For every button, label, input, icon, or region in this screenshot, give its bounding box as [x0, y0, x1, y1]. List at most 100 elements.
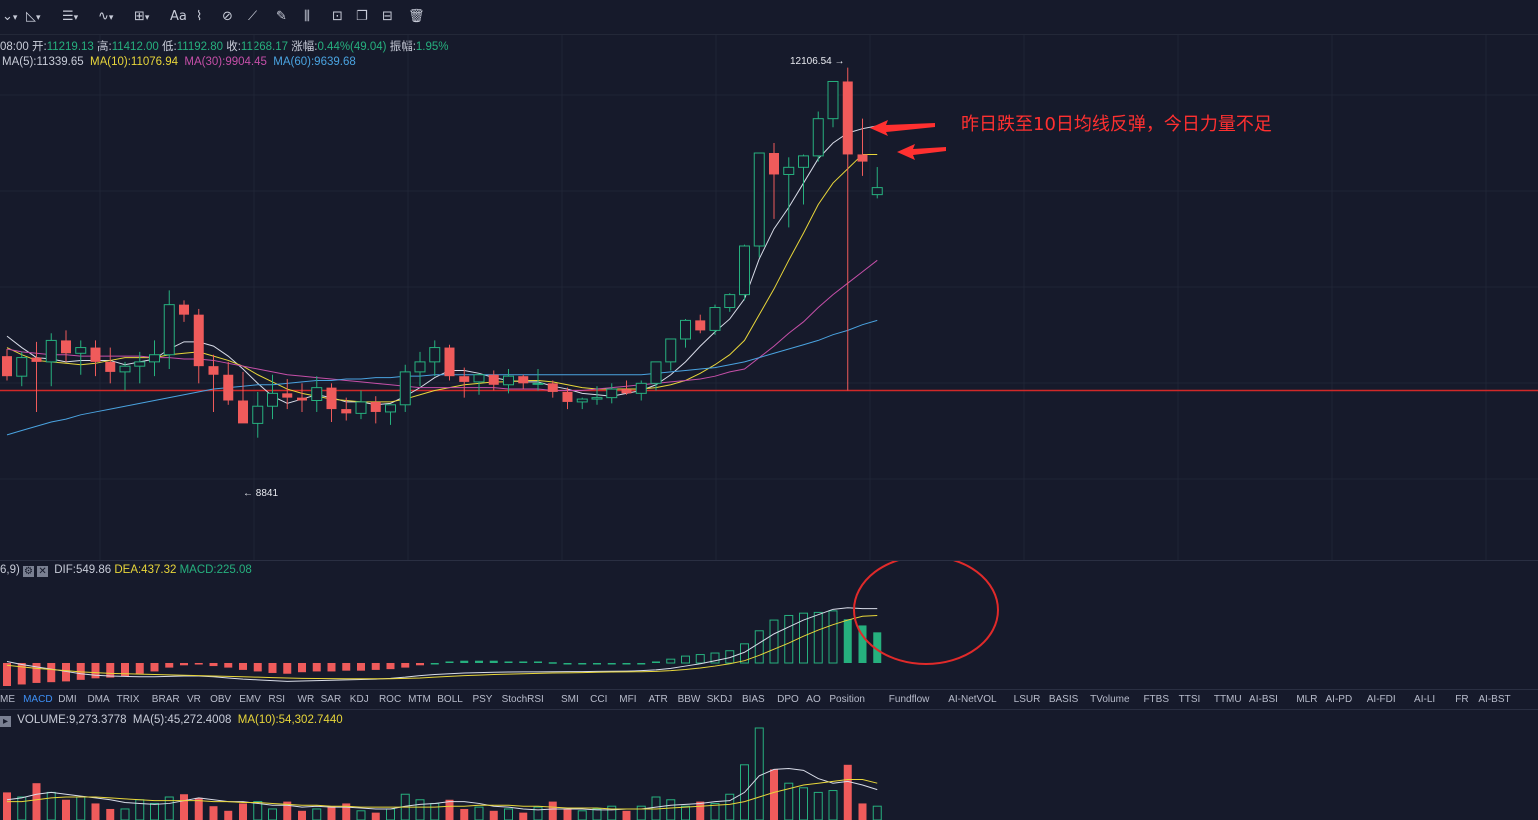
candle-body[interactable]: [311, 387, 323, 401]
candle-body[interactable]: [370, 401, 381, 412]
candle-body[interactable]: [650, 361, 662, 384]
tab-dma[interactable]: DMA: [87, 694, 110, 705]
candle-body[interactable]: [769, 153, 779, 175]
candle-body[interactable]: [119, 365, 131, 373]
candle-body[interactable]: [61, 340, 71, 354]
candle-body[interactable]: [547, 383, 558, 392]
candle-body[interactable]: [842, 81, 853, 155]
tab-me[interactable]: ME: [0, 694, 15, 705]
screenshot-icon[interactable]: ⊟: [382, 9, 393, 24]
tab-mfi[interactable]: MFI: [619, 694, 637, 705]
candle-body[interactable]: [621, 389, 632, 394]
trash-icon[interactable]: 🗑︎: [408, 9, 425, 24]
candle-body[interactable]: [680, 319, 691, 340]
tab-smi[interactable]: SMI: [561, 694, 579, 705]
settings-icon[interactable]: ⚙: [23, 566, 35, 577]
candle-body[interactable]: [134, 361, 146, 367]
candle-body[interactable]: [709, 307, 721, 331]
tab-ai-fdi[interactable]: AI-FDI: [1366, 694, 1396, 705]
close-icon[interactable]: ✕: [37, 566, 49, 577]
candle-body[interactable]: [444, 347, 455, 377]
measure-icon[interactable]: ⊞▾: [134, 9, 150, 24]
tab-mtm[interactable]: MTM: [408, 694, 431, 705]
candle-body[interactable]: [488, 374, 499, 385]
candle-body[interactable]: [385, 404, 396, 413]
tab-ai-bsi[interactable]: AI-BSI: [1249, 694, 1278, 705]
tab-obv[interactable]: OBV: [210, 694, 232, 705]
candle-body[interactable]: [635, 382, 647, 394]
candle-body[interactable]: [2, 356, 12, 377]
tab-stochrsi[interactable]: StochRSI: [501, 694, 544, 705]
pencil-icon[interactable]: ✎: [276, 9, 287, 24]
tab-position[interactable]: Position: [829, 694, 865, 705]
copy-icon[interactable]: ❐: [356, 9, 368, 24]
candle-body[interactable]: [31, 357, 42, 362]
tab-dmi[interactable]: DMI: [58, 694, 77, 705]
pattern-icon[interactable]: ⌇: [196, 9, 203, 24]
tab-skdj[interactable]: SKDJ: [706, 694, 733, 705]
candle-body[interactable]: [149, 354, 160, 363]
candle-body[interactable]: [341, 409, 352, 414]
candle-body[interactable]: [326, 387, 337, 410]
candle-body[interactable]: [355, 401, 367, 414]
tab-mlr[interactable]: MLR: [1296, 694, 1318, 705]
candle-body[interactable]: [753, 152, 765, 247]
candle-body[interactable]: [193, 314, 204, 367]
pane-divider[interactable]: [0, 560, 1538, 561]
tab-emv[interactable]: EMV: [239, 694, 261, 705]
tab-sar[interactable]: SAR: [320, 694, 342, 705]
candle-body[interactable]: [179, 304, 189, 315]
tab-dpo[interactable]: DPO: [777, 694, 799, 705]
tab-ftbs[interactable]: FTBS: [1143, 694, 1169, 705]
tab-cci[interactable]: CCI: [590, 694, 608, 705]
candle-body[interactable]: [16, 357, 28, 377]
candle-body[interactable]: [857, 154, 868, 162]
tab-ttsi[interactable]: TTSI: [1178, 694, 1201, 705]
collapse-icon[interactable]: ▸: [0, 716, 11, 727]
candle-body[interactable]: [871, 187, 883, 196]
tab-vr[interactable]: VR: [187, 694, 201, 705]
tab-ai-netvol[interactable]: AI-NetVOL: [948, 694, 997, 705]
candle-body[interactable]: [429, 347, 441, 363]
tab-atr[interactable]: ATR: [648, 694, 668, 705]
tab-wr[interactable]: WR: [297, 694, 315, 705]
text-icon[interactable]: Aa: [170, 9, 187, 24]
tab-bbw[interactable]: BBW: [677, 694, 701, 705]
candle-body[interactable]: [238, 400, 248, 424]
candle-body[interactable]: [208, 366, 219, 375]
candle-body[interactable]: [399, 371, 411, 406]
candle-body[interactable]: [282, 393, 293, 398]
candle-body[interactable]: [665, 338, 677, 363]
candle-body[interactable]: [695, 320, 706, 331]
candle-body[interactable]: [739, 245, 750, 296]
candle-body[interactable]: [267, 392, 278, 407]
tab-boll[interactable]: BOLL: [437, 694, 463, 705]
candle-body[interactable]: [105, 361, 116, 372]
lock-icon[interactable]: ⊡: [332, 9, 343, 24]
tab-bias[interactable]: BIAS: [741, 694, 765, 705]
candle-body[interactable]: [503, 375, 514, 386]
candle-body[interactable]: [532, 382, 544, 385]
candle-body[interactable]: [606, 388, 618, 399]
candle-body[interactable]: [473, 374, 485, 383]
tab-ai-li[interactable]: AI-LI: [1414, 694, 1436, 705]
tab-macd[interactable]: MACD: [23, 694, 53, 705]
candle-body[interactable]: [223, 374, 234, 401]
tab-ai-bst[interactable]: AI-BST: [1478, 694, 1511, 705]
candle-body[interactable]: [783, 166, 795, 175]
candle-body[interactable]: [297, 397, 307, 401]
candle-body[interactable]: [459, 376, 470, 382]
candle-body[interactable]: [45, 339, 57, 363]
tab-kdj[interactable]: KDJ: [349, 694, 369, 705]
candle-body[interactable]: [798, 155, 809, 168]
tab-brar[interactable]: BRAR: [151, 694, 180, 705]
tab-psy[interactable]: PSY: [472, 694, 493, 705]
candle-body[interactable]: [252, 405, 264, 424]
price-chart[interactable]: [0, 35, 1538, 560]
tab-fr[interactable]: FR: [1455, 694, 1469, 705]
brush-icon[interactable]: ⊘: [222, 9, 233, 24]
tab-roc[interactable]: ROC: [378, 694, 402, 705]
tab-rsi[interactable]: RSI: [268, 694, 286, 705]
candle-body[interactable]: [163, 304, 175, 356]
candle-body[interactable]: [591, 397, 603, 400]
